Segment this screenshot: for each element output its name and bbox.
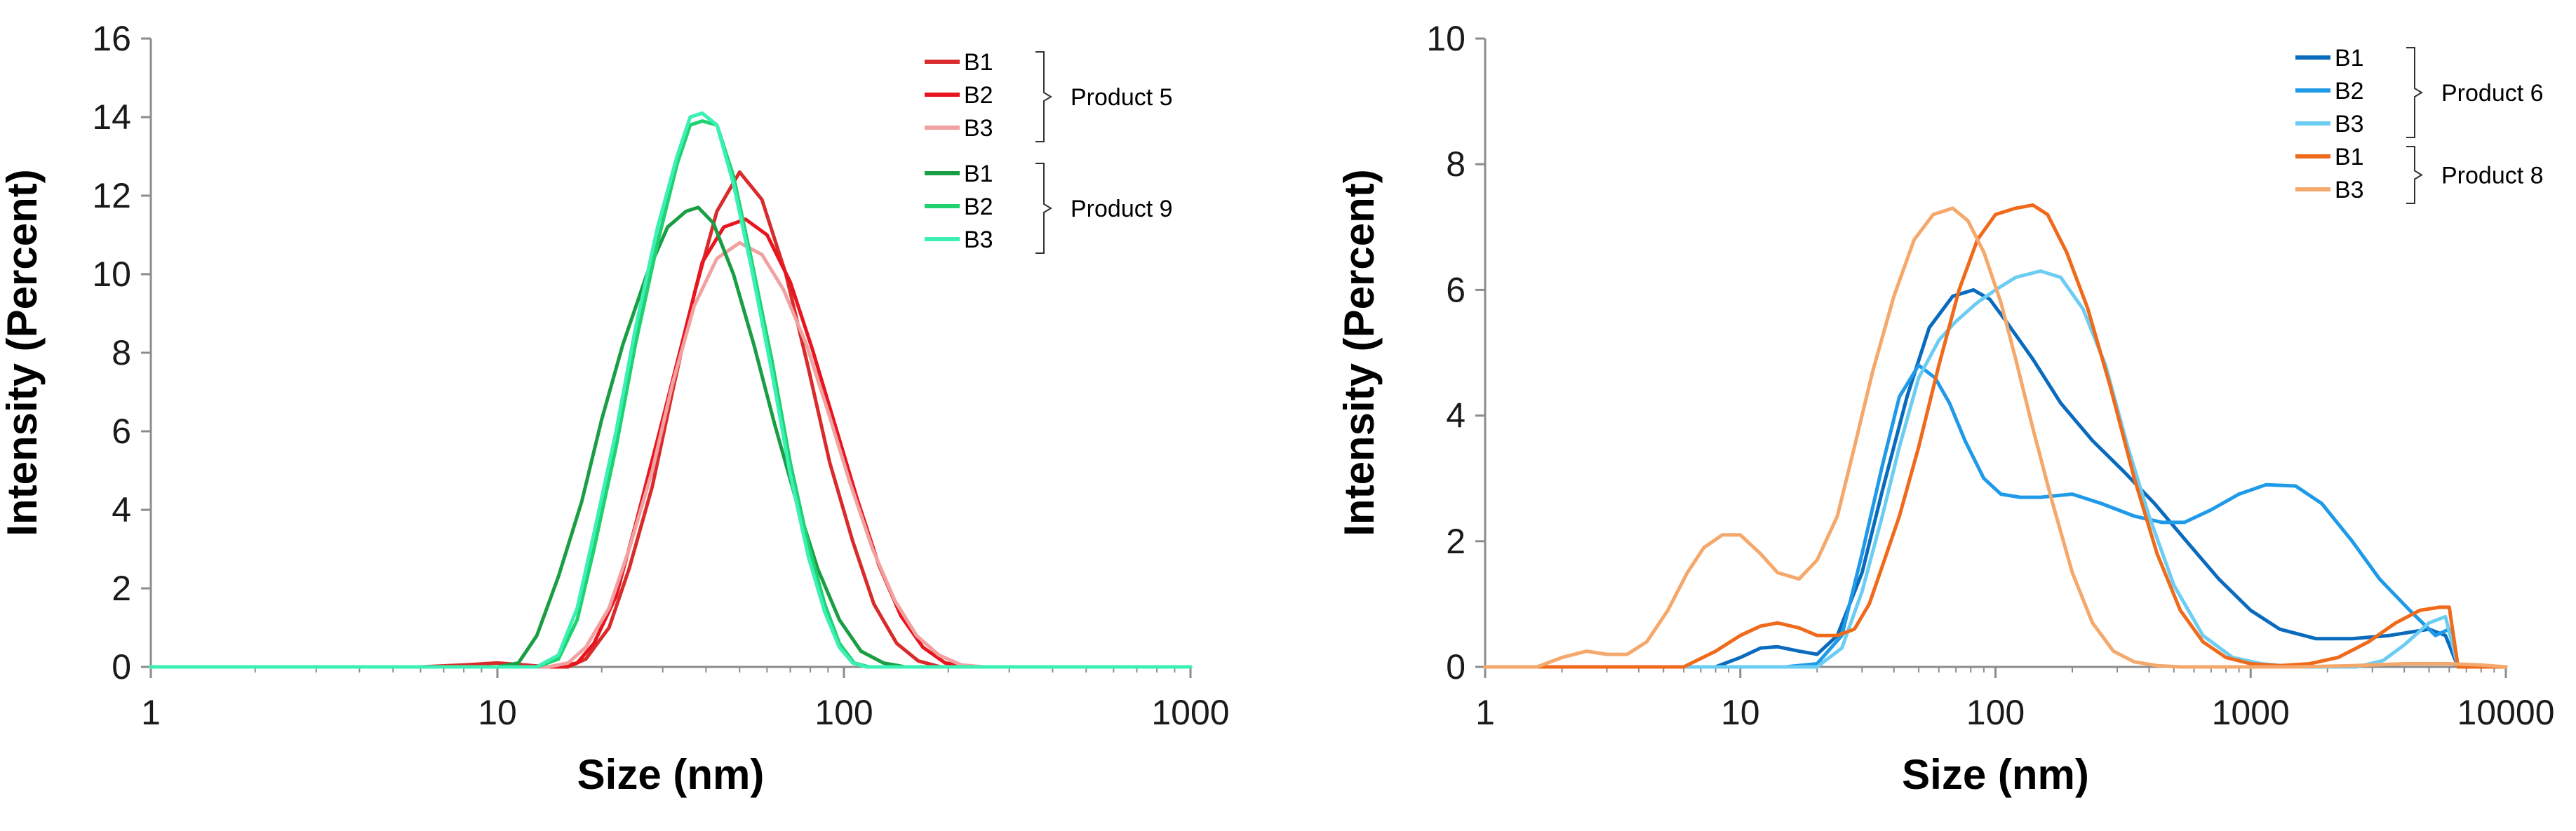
series-line-6 [149,111,1193,669]
legend-label: B3 [2335,177,2364,203]
legend-group-label: Product 8 [2441,163,2544,189]
legend-label: B1 [964,49,993,76]
y-tick-label: 6 [112,412,131,451]
y-tick-label: 2 [1446,522,1465,561]
y-tick-label: 6 [1446,270,1465,309]
y-tick-label: 0 [1446,647,1465,687]
legend-group-label: Product 5 [1071,84,1173,111]
y-axis-title: Intensity (Percent) [0,169,46,536]
x-axis-title: Size (nm) [1902,751,2089,798]
x-tick-label: 1000 [2212,693,2290,732]
legend: B1 B2 B3 Product 6 B1 B3 Product 8 [2295,45,2544,204]
legend-label: B1 [964,161,993,187]
y-tick-label: 8 [112,333,131,372]
series-line-3 [149,241,1193,669]
series-line-3 [1483,269,2508,669]
chart-left: 0 2 4 6 8 10 12 14 16 1 10 100 1000 Size (nm) Intensit… [0,19,1230,798]
legend: B1 B2 B3 Product 5 B1 B2 B3 Product 9 [925,49,1173,254]
series-line-1 [1483,288,2508,669]
y-tick-label: 2 [112,569,131,608]
y-tick-label: 8 [1446,144,1465,184]
y-tick-label: 4 [1446,396,1465,435]
series-line-5 [149,119,1193,669]
x-tick-label: 10 [478,693,517,732]
x-axis-title: Size (nm) [577,751,765,798]
legend-label: B2 [964,82,993,109]
y-axis-title: Intensity (Percent) [1336,169,1383,536]
x-tick-label: 1000 [1151,693,1229,732]
y-tick-label: 10 [92,255,131,294]
legend-group-label: Product 9 [1071,196,1173,222]
series-line-4 [1483,203,2508,669]
x-tick-label: 100 [814,693,873,732]
legend-label: B1 [2335,144,2364,170]
x-tick-label: 100 [1966,693,2025,732]
legend-bracket [2406,146,2423,204]
legend-label: B2 [964,194,993,220]
legend-label: B1 [2335,45,2364,72]
y-tick-label: 14 [92,97,131,137]
x-tick-label: 10 [1721,693,1760,732]
y-tick-label: 16 [92,19,131,58]
y-tick-label: 10 [1426,19,1465,58]
legend-label: B3 [964,115,993,142]
legend-label: B3 [964,227,993,253]
chart-right: 0 2 4 6 8 10 1 10 100 1000 10000 Size (nm) Intensity… [1336,19,2555,798]
legend-label: B3 [2335,111,2364,137]
y-tick-label: 0 [112,647,131,687]
series-line-1 [149,170,1193,669]
series-line-2 [1483,363,2508,669]
x-tick-label: 1 [1475,693,1495,732]
legend-group-label: Product 6 [2441,80,2544,107]
y-tick-label: 12 [92,176,131,215]
series-line-5 [1483,206,2508,669]
x-tick-label: 1 [141,693,161,732]
series-line-4 [149,205,1193,669]
legend-bracket [1035,51,1052,142]
series-line-2 [149,217,1193,669]
legend-bracket [2406,47,2423,138]
legend-bracket [1035,163,1052,254]
x-tick-label: 10000 [2457,693,2554,732]
y-tick-label: 4 [112,490,131,529]
legend-label: B2 [2335,78,2364,104]
